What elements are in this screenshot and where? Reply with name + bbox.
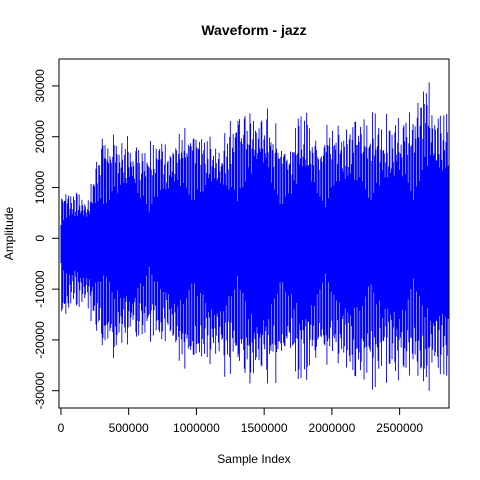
y-tick-label: -30000 <box>33 372 47 410</box>
x-tick-label: 500000 <box>109 421 149 435</box>
x-tick-label: 0 <box>58 421 65 435</box>
y-axis: -30000 -20000 -10000 0 10000 20000 30000 <box>33 69 60 410</box>
x-tick-label: 1500000 <box>241 421 288 435</box>
y-tick-label: -10000 <box>33 270 47 308</box>
x-tick-label: 1000000 <box>173 421 220 435</box>
y-tick-label: -20000 <box>33 321 47 359</box>
x-axis-label: Sample Index <box>217 452 290 466</box>
x-tick-label: 2000000 <box>309 421 356 435</box>
y-tick-label: 30000 <box>33 69 47 103</box>
y-tick-label: 20000 <box>33 120 47 154</box>
waveform-series <box>60 82 449 391</box>
y-axis-label: Amplitude <box>2 207 16 261</box>
y-tick-label: 10000 <box>33 171 47 205</box>
waveform-trace <box>60 82 449 391</box>
x-axis: 0 500000 1000000 1500000 2000000 2500000 <box>58 407 423 435</box>
chart-title: Waveform - jazz <box>201 22 306 38</box>
x-tick-label: 2500000 <box>376 421 423 435</box>
y-tick-label: 0 <box>33 235 47 242</box>
